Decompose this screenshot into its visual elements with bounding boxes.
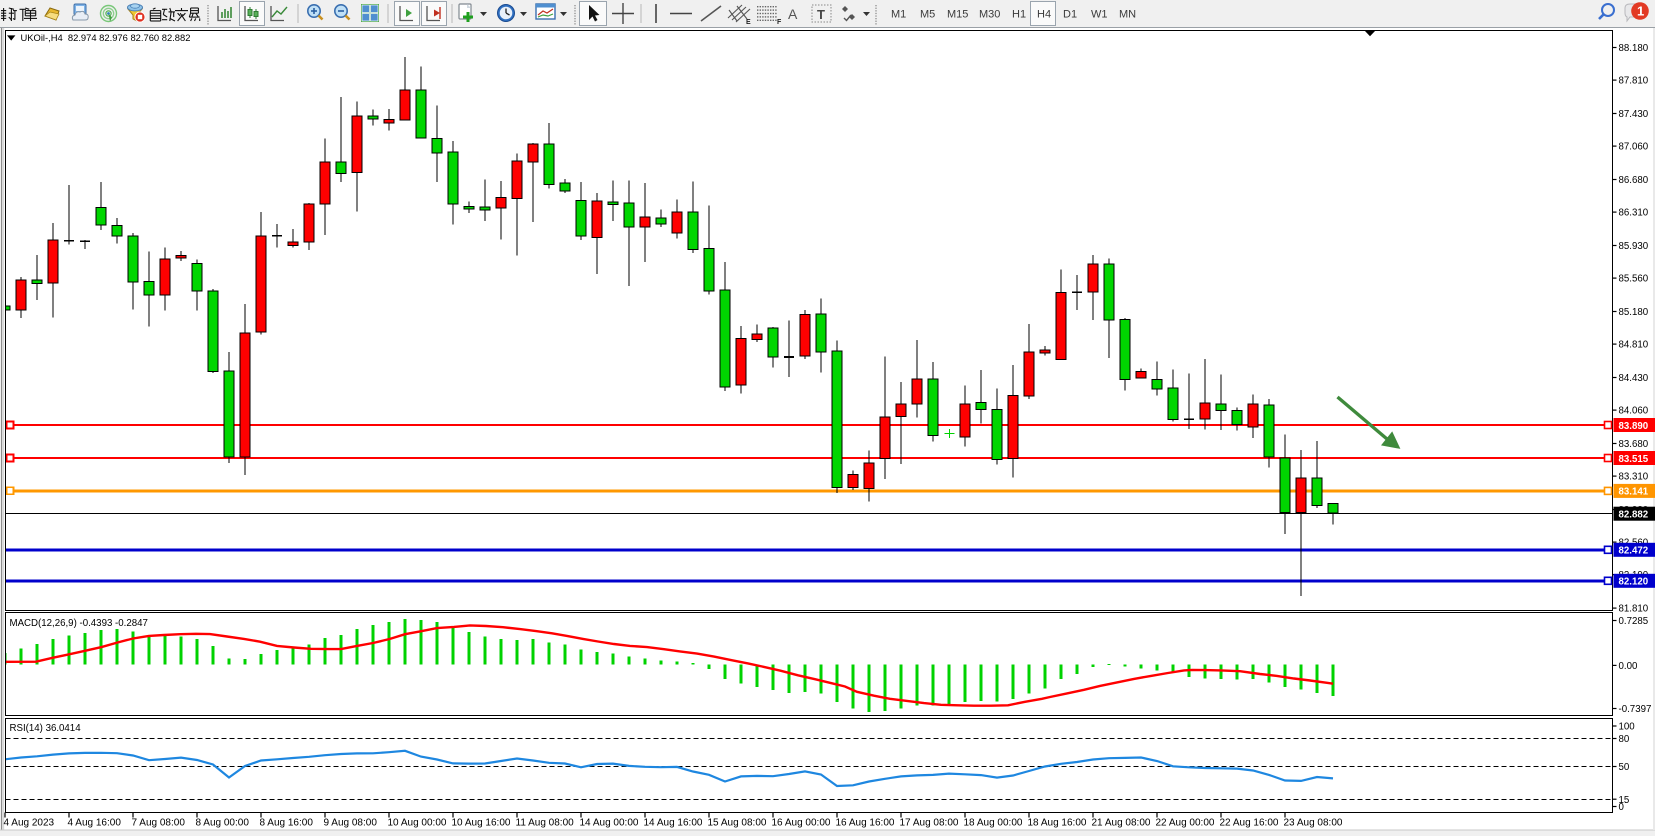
svg-text:E: E: [746, 19, 751, 26]
svg-text:0.00: 0.00: [1619, 661, 1638, 672]
svg-text:85.180: 85.180: [1619, 307, 1649, 318]
svg-text:UKOil-,H4 82.974 82.976 82.76: UKOil-,H4 82.974 82.976 82.760 82.882: [21, 32, 191, 43]
svg-text:80: 80: [1619, 734, 1630, 745]
svg-text:16 Aug 00:00: 16 Aug 00:00: [772, 818, 831, 829]
svg-text:MACD(12,26,9) -0.4393 -0.2847: MACD(12,26,9) -0.4393 -0.2847: [10, 618, 148, 629]
svg-text:11 Aug 08:00: 11 Aug 08:00: [516, 818, 575, 829]
svg-text:23 Aug 08:00: 23 Aug 08:00: [1284, 818, 1343, 829]
svg-text:-0.7397: -0.7397: [1619, 704, 1652, 715]
svg-text:100: 100: [1619, 722, 1636, 733]
svg-text:0: 0: [1619, 802, 1625, 813]
svg-text:85.930: 85.930: [1619, 241, 1649, 252]
svg-text:83.680: 83.680: [1619, 439, 1649, 450]
svg-text:A: A: [788, 6, 798, 22]
svg-text:H1: H1: [1012, 9, 1026, 21]
svg-text:15: 15: [1619, 795, 1630, 806]
svg-text:15 Aug 08:00: 15 Aug 08:00: [708, 818, 767, 829]
svg-text:14 Aug 16:00: 14 Aug 16:00: [644, 818, 703, 829]
svg-text:87.810: 87.810: [1619, 76, 1649, 87]
svg-text:7 Aug 08:00: 7 Aug 08:00: [132, 818, 186, 829]
svg-text:8 Aug 00:00: 8 Aug 00:00: [196, 818, 250, 829]
svg-text:18 Aug 16:00: 18 Aug 16:00: [1028, 818, 1087, 829]
svg-text:84.430: 84.430: [1619, 373, 1649, 384]
svg-text:82.472: 82.472: [1619, 546, 1649, 557]
svg-text:86.680: 86.680: [1619, 175, 1649, 186]
svg-text:87.430: 87.430: [1619, 109, 1649, 120]
svg-text:81.810: 81.810: [1619, 604, 1649, 615]
svg-text:22 Aug 16:00: 22 Aug 16:00: [1220, 818, 1279, 829]
svg-text:88.180: 88.180: [1619, 43, 1649, 54]
svg-text:M5: M5: [920, 9, 935, 21]
svg-text:14 Aug 00:00: 14 Aug 00:00: [580, 818, 639, 829]
svg-text:10 Aug 16:00: 10 Aug 16:00: [452, 818, 511, 829]
svg-text:1: 1: [1637, 4, 1644, 19]
svg-text:83.515: 83.515: [1619, 454, 1649, 465]
svg-text:87.060: 87.060: [1619, 142, 1649, 153]
svg-text:H4: H4: [1037, 9, 1051, 21]
svg-text:85.560: 85.560: [1619, 274, 1649, 285]
svg-text:RSI(14) 36.0414: RSI(14) 36.0414: [10, 723, 82, 734]
svg-text:0.7285: 0.7285: [1619, 616, 1649, 627]
svg-text:10 Aug 00:00: 10 Aug 00:00: [388, 818, 447, 829]
svg-text:83.890: 83.890: [1619, 421, 1649, 432]
svg-text:83.310: 83.310: [1619, 472, 1649, 483]
svg-text:M1: M1: [891, 9, 906, 21]
svg-text:M15: M15: [947, 9, 968, 21]
svg-text:84.060: 84.060: [1619, 406, 1649, 417]
svg-text:82.882: 82.882: [1619, 510, 1649, 521]
svg-text:83.141: 83.141: [1619, 487, 1649, 498]
svg-text:8 Aug 16:00: 8 Aug 16:00: [260, 818, 314, 829]
svg-text:21 Aug 08:00: 21 Aug 08:00: [1092, 818, 1151, 829]
svg-text:17 Aug 08:00: 17 Aug 08:00: [900, 818, 959, 829]
svg-text:4 Aug 16:00: 4 Aug 16:00: [68, 818, 122, 829]
svg-text:MN: MN: [1119, 9, 1136, 21]
svg-text:W1: W1: [1091, 9, 1108, 21]
svg-text:22 Aug 00:00: 22 Aug 00:00: [1156, 818, 1215, 829]
svg-text:50: 50: [1619, 762, 1630, 773]
svg-text:18 Aug 00:00: 18 Aug 00:00: [964, 818, 1023, 829]
svg-text:F: F: [777, 19, 782, 26]
svg-text:82.120: 82.120: [1619, 577, 1649, 588]
svg-text:9 Aug 08:00: 9 Aug 08:00: [324, 818, 378, 829]
svg-text:D1: D1: [1063, 9, 1077, 21]
svg-text:M30: M30: [979, 9, 1000, 21]
svg-text:T: T: [817, 7, 825, 22]
svg-text:4 Aug 2023: 4 Aug 2023: [4, 818, 55, 829]
svg-text:84.810: 84.810: [1619, 340, 1649, 351]
svg-text:86.310: 86.310: [1619, 208, 1649, 219]
svg-text:16 Aug 16:00: 16 Aug 16:00: [836, 818, 895, 829]
